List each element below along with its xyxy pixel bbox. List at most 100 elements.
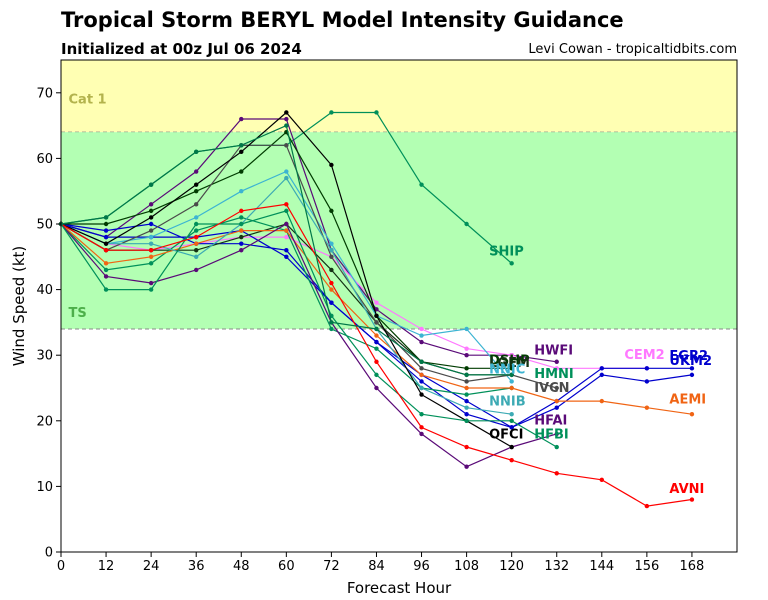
x-tick-label: 132: [544, 559, 569, 574]
data-point-aemi: [464, 385, 469, 391]
data-point-series-16: [464, 372, 469, 378]
x-tick-label: 96: [413, 559, 430, 574]
data-point-nnib: [148, 241, 154, 246]
data-point-avni: [644, 503, 650, 509]
data-point-hmni: [239, 215, 244, 220]
data-point-avni: [239, 208, 244, 214]
data-point-egr2: [103, 228, 109, 233]
data-point-ukm2: [599, 372, 604, 378]
data-point-series-16: [284, 123, 289, 128]
data-point-series-16: [148, 182, 154, 187]
y-tick-label: 60: [36, 152, 53, 167]
y-tick-label: 0: [45, 546, 53, 561]
y-axis-label: Wind Speed (kt): [10, 246, 28, 367]
model-label-hwfi: HWFI: [534, 344, 573, 359]
data-point-hfbi: [148, 287, 154, 292]
data-point-nnic: [284, 169, 289, 174]
data-point-hwfi: [239, 116, 244, 122]
data-point-series-16: [194, 149, 199, 155]
data-point-hwfi: [194, 169, 199, 174]
band-label: TS: [69, 306, 87, 321]
y-tick-label: 20: [36, 414, 53, 429]
data-point-hfbi: [509, 418, 514, 423]
x-tick-label: 48: [233, 559, 250, 574]
model-label-nnic: NNIC: [489, 363, 525, 378]
data-point-aemi: [329, 287, 334, 292]
band-1: [61, 132, 737, 329]
data-point-series-16: [419, 359, 424, 364]
series-line-hwfi: [60, 118, 557, 363]
data-point-hfbi: [103, 287, 109, 292]
data-point-ukm2: [329, 300, 334, 305]
chart-credit: Levi Cowan - tropicaltidbits.com: [528, 42, 737, 57]
data-point-lgem: [329, 267, 334, 273]
data-point-hfai: [554, 431, 559, 437]
data-point-egr2: [644, 366, 650, 371]
model-label-cem2: CEM2: [624, 348, 664, 363]
series-line-hfbi: [60, 210, 558, 448]
data-point-nnib: [284, 175, 289, 181]
data-point-hfai: [103, 274, 109, 279]
data-point-avni: [103, 248, 109, 253]
data-point-avni: [284, 202, 289, 207]
data-point-nnib: [194, 254, 199, 259]
data-point-ofci: [103, 241, 109, 246]
data-point-hfai: [284, 221, 289, 227]
data-point-hfai: [419, 431, 424, 437]
x-tick-label: 156: [634, 559, 659, 574]
data-point-dshp: [509, 366, 514, 371]
data-point-ofci: [329, 162, 334, 168]
data-point-nnic: [194, 215, 199, 220]
data-point-ivcn: [148, 228, 154, 233]
data-point-avni: [374, 359, 379, 364]
data-point-hwfi: [284, 116, 289, 122]
data-point-series-16: [374, 326, 379, 332]
data-point-nnic: [464, 326, 469, 332]
data-point-dshp: [148, 208, 154, 214]
data-point-nnic: [148, 234, 154, 240]
data-point-hmni: [103, 267, 109, 273]
model-label-ivcn: IVCN: [534, 381, 569, 396]
x-tick-label: 120: [499, 559, 524, 574]
y-tick-label: 70: [36, 86, 53, 101]
data-point-avni: [689, 497, 695, 502]
model-label-hfbi: HFBI: [534, 428, 569, 443]
x-tick-label: 72: [323, 559, 340, 574]
data-point-avni: [148, 248, 154, 253]
data-point-series-16: [329, 320, 334, 325]
data-point-avni: [554, 471, 559, 476]
data-point-hfai: [464, 464, 469, 469]
x-tick-label: 36: [188, 559, 205, 574]
data-point-aemi: [599, 398, 604, 404]
y-tick-label: 10: [36, 480, 53, 495]
data-point-ivcn: [464, 379, 469, 384]
data-point-cem2: [419, 326, 424, 332]
data-point-avni: [194, 234, 199, 240]
data-point-cem2: [374, 300, 379, 305]
data-point-hfbi: [374, 372, 379, 378]
data-point-hwfi: [554, 359, 559, 364]
data-point-nnib: [419, 385, 424, 391]
model-label-egr2: EGR2: [669, 349, 708, 364]
data-point-ofci: [239, 149, 244, 155]
data-point-ukm2: [284, 254, 289, 259]
data-point-hfai: [194, 267, 199, 273]
data-point-hwfi: [419, 339, 424, 345]
data-point-aemi: [554, 398, 559, 404]
data-point-avni: [464, 444, 469, 450]
data-point-hwfi: [148, 202, 154, 207]
data-point-nnic: [329, 241, 334, 246]
data-point-hfbi: [239, 221, 244, 227]
model-label-lgem: LGEM: [489, 356, 530, 371]
data-point-aemi: [374, 333, 379, 338]
data-point-nnic: [419, 333, 424, 338]
data-point-dshp: [194, 189, 199, 194]
x-tick-label: 60: [278, 559, 295, 574]
model-label-avni: AVNI: [669, 482, 704, 497]
data-point-ukm2: [689, 372, 695, 378]
data-point-egr2: [239, 241, 244, 246]
model-label-ofci: OFCI: [489, 428, 523, 443]
x-tick-label: 168: [680, 559, 705, 574]
data-point-egr2: [689, 366, 695, 371]
data-point-ofci: [374, 313, 379, 319]
